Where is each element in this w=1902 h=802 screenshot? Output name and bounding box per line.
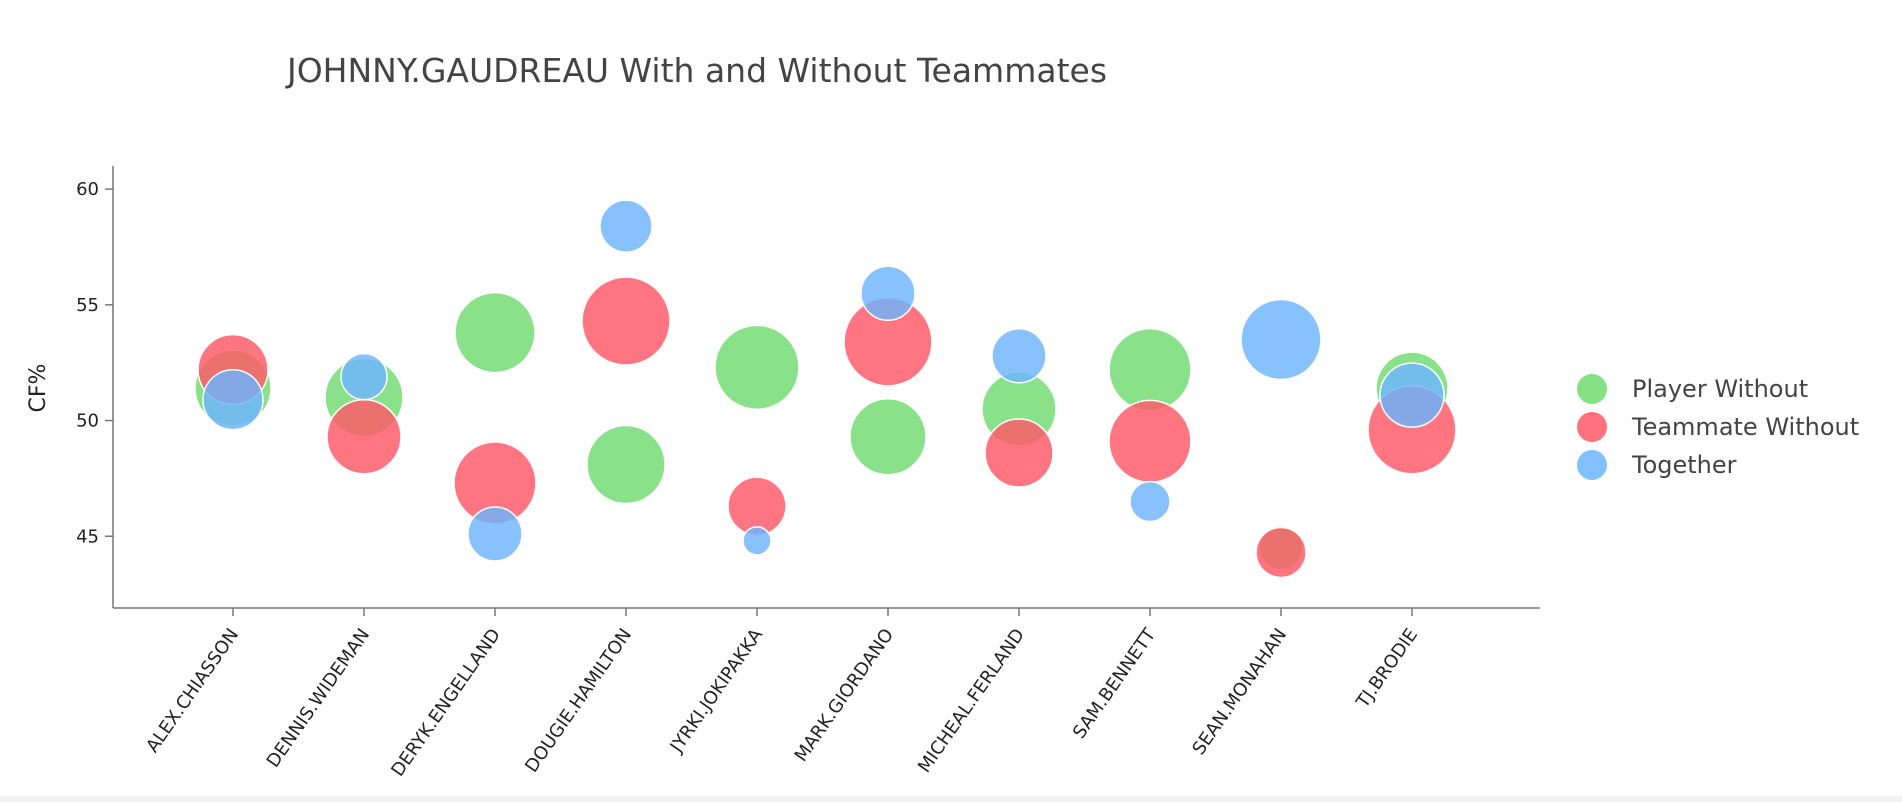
- x-tick-label: TJ.BRODIE: [1352, 625, 1422, 713]
- bubble-together: [1379, 362, 1445, 428]
- bubble-together: [860, 265, 916, 322]
- legend-marker-together: [1577, 450, 1607, 480]
- legend-label-teammate-without: Teammate Without: [1631, 413, 1859, 441]
- legend: Player Without Teammate Without Together: [1577, 374, 1859, 480]
- x-tick-label: DOUGIE.HAMILTON: [521, 625, 636, 777]
- bubble-player-without: [454, 291, 536, 374]
- bubble-together: [991, 328, 1047, 384]
- legend-label-player-without: Player Without: [1632, 375, 1808, 403]
- bubble-teammate-without: [984, 418, 1054, 488]
- bubbles: [194, 199, 1457, 579]
- y-tick-label: 45: [76, 526, 99, 547]
- bubble-teammate-without: [326, 399, 402, 475]
- bubble-teammate-without: [581, 276, 671, 366]
- x-tick-label: MARK.GIORDANO: [791, 625, 898, 766]
- x-tick-label: MICHEAL.FERLAND: [914, 625, 1029, 777]
- bubble-player-without: [1108, 327, 1192, 412]
- bubble-together: [1129, 480, 1171, 523]
- bubble-player-without: [714, 324, 800, 411]
- bubble-player-without: [586, 424, 666, 505]
- x-tick-label: SAM.BENNETT: [1069, 624, 1161, 743]
- bubble-together: [599, 199, 653, 253]
- chart-title: JOHNNY.GAUDREAU With and Without Teammat…: [285, 51, 1107, 90]
- bubble-together: [467, 506, 523, 562]
- legend-label-together: Together: [1631, 451, 1737, 479]
- x-ticks: ALEX.CHIASSON DENNIS.WIDEMAN DERYK.ENGELLA…: [142, 608, 1422, 781]
- bottom-strip: [0, 796, 1902, 802]
- x-tick-label: ALEX.CHIASSON: [142, 625, 243, 757]
- axes: [112, 166, 1540, 609]
- bubble-together: [742, 526, 772, 556]
- bubble-together: [202, 368, 264, 431]
- y-ticks: 45 50 55 60: [76, 179, 113, 547]
- bubble-player-without: [849, 398, 927, 476]
- bubble-teammate-without: [1255, 526, 1307, 579]
- y-axis-label: CF%: [26, 364, 51, 413]
- y-tick-label: 55: [76, 295, 99, 316]
- legend-marker-player-without: [1577, 374, 1607, 404]
- bubble-teammate-without: [1108, 399, 1192, 484]
- legend-marker-teammate-without: [1577, 412, 1607, 442]
- x-tick-label: DERYK.ENGELLAND: [387, 625, 505, 781]
- bubble-together: [1240, 298, 1322, 381]
- x-tick-label: JYRKI.JOKIPAKKA: [666, 624, 768, 757]
- x-tick-label: DENNIS.WIDEMAN: [263, 625, 374, 772]
- y-tick-label: 50: [76, 411, 99, 432]
- bubble-together: [340, 352, 388, 401]
- y-tick-label: 60: [76, 179, 99, 200]
- x-tick-label: SEAN.MONAHAN: [1188, 625, 1291, 759]
